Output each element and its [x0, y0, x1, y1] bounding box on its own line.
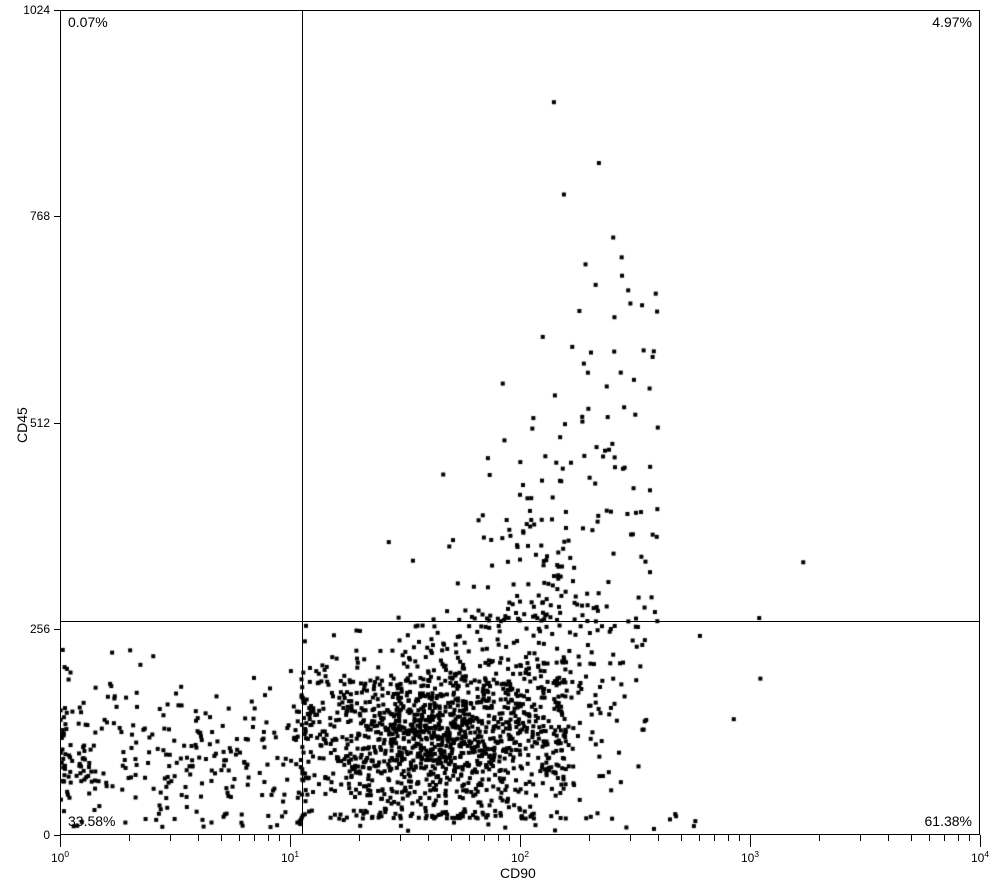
x-minor-tick [714, 835, 715, 841]
x-minor-tick [728, 835, 729, 841]
quadrant-label-q2: 4.97% [932, 14, 972, 30]
quadrant-vertical-gate [302, 10, 303, 835]
x-minor-tick [221, 835, 222, 841]
x-minor-tick [699, 835, 700, 841]
x-tick-label: 103 [741, 849, 759, 865]
scatter-canvas [60, 10, 980, 835]
x-minor-tick [129, 835, 130, 841]
x-minor-tick [268, 835, 269, 841]
x-minor-tick [958, 835, 959, 841]
y-major-tick [54, 10, 60, 11]
x-minor-tick [739, 835, 740, 841]
x-minor-tick [254, 835, 255, 841]
y-tick-label: 512 [30, 416, 50, 430]
x-tick-label: 100 [51, 849, 69, 865]
x-minor-tick [911, 835, 912, 841]
y-major-tick [54, 629, 60, 630]
x-minor-tick [888, 835, 889, 841]
x-major-tick [290, 835, 291, 847]
y-axis-label: CD45 [14, 407, 30, 443]
x-minor-tick [170, 835, 171, 841]
x-minor-tick [658, 835, 659, 841]
x-tick-label: 104 [971, 849, 989, 865]
x-tick-label: 102 [511, 849, 529, 865]
quadrant-label-q1: 0.07% [68, 14, 108, 30]
x-major-tick [60, 835, 61, 847]
x-minor-tick [498, 835, 499, 841]
x-minor-tick [279, 835, 280, 841]
x-major-tick [980, 835, 981, 847]
x-major-tick [520, 835, 521, 847]
x-minor-tick [359, 835, 360, 841]
x-minor-tick [239, 835, 240, 841]
x-tick-label: 101 [281, 849, 299, 865]
x-minor-tick [819, 835, 820, 841]
y-tick-label: 256 [30, 622, 50, 636]
x-axis-label: CD90 [500, 865, 536, 881]
y-major-tick [54, 216, 60, 217]
x-minor-tick [860, 835, 861, 841]
x-minor-tick [681, 835, 682, 841]
quadrant-horizontal-gate [60, 621, 980, 622]
x-minor-tick [630, 835, 631, 841]
quadrant-label-q4: 61.38% [925, 813, 972, 829]
x-minor-tick [400, 835, 401, 841]
x-minor-tick [428, 835, 429, 841]
y-tick-label: 0 [43, 828, 50, 842]
x-minor-tick [944, 835, 945, 841]
y-tick-label: 1024 [23, 3, 50, 17]
x-minor-tick [589, 835, 590, 841]
x-minor-tick [484, 835, 485, 841]
x-minor-tick [929, 835, 930, 841]
x-minor-tick [509, 835, 510, 841]
x-minor-tick [469, 835, 470, 841]
y-major-tick [54, 835, 60, 836]
quadrant-label-q3: 33.58% [68, 813, 115, 829]
y-tick-label: 768 [30, 209, 50, 223]
x-minor-tick [969, 835, 970, 841]
x-major-tick [750, 835, 751, 847]
x-minor-tick [198, 835, 199, 841]
x-minor-tick [451, 835, 452, 841]
y-major-tick [54, 423, 60, 424]
